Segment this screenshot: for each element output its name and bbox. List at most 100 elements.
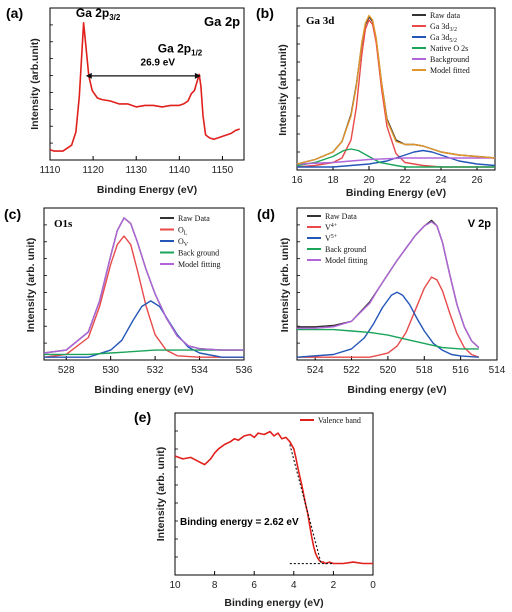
legend-entry: OV: [178, 237, 189, 248]
panel-b-xlabel: Binding Energy (eV): [346, 187, 446, 199]
legend-entry: Background: [430, 55, 469, 64]
legend-entry: Model fitting: [178, 260, 220, 269]
panel-a-chart: (a) 1110 1120 1130 1140 1150 Ga 2p3/2 Ga 2p1/2…: [6, 5, 245, 196]
panel-c-ylabel: Intensity (arb. unit): [25, 238, 37, 333]
legend-entry: Model fitting: [325, 256, 367, 265]
x-tick-label: 530: [102, 365, 119, 376]
legend-entry: Raw data: [430, 11, 460, 20]
series-line-model-fitting: [43, 217, 244, 354]
panel-e-xlabel: Binding energy (eV): [224, 597, 323, 609]
legend-entry: OL: [178, 226, 188, 237]
legend-entry: Back ground: [325, 245, 366, 254]
series-line-o-v: [44, 300, 244, 358]
legend-entry: V4+: [325, 223, 338, 232]
x-tick-label: 24: [435, 175, 447, 186]
series-line-v-4: [297, 276, 480, 358]
legend-entry: Ga 3d5/2: [430, 33, 457, 44]
x-tick-label: 22: [399, 175, 411, 186]
x-tick-label: 1140: [169, 165, 191, 176]
x-tick-label: 1130: [125, 165, 147, 176]
x-tick-label: 10: [169, 580, 181, 591]
series-line-native-o-2s: [296, 148, 495, 168]
x-tick-label: 1150: [212, 165, 234, 176]
panel-e-label: (e): [134, 409, 151, 425]
panel-b-chart: (b) 16 18 20 22 24 26 Raw data Ga 3d3/2Ga 3d5/2…: [256, 5, 496, 199]
legend-entry: Ga 3d3/2: [430, 22, 457, 33]
x-tick-label: 516: [452, 365, 469, 376]
panel-a-ylabel: Intensity (arb.unit): [29, 38, 41, 130]
legend-entry: Native O 2s: [430, 44, 468, 53]
annotation-text: Ga 2p3/2: [76, 6, 121, 22]
legend-entry: Back ground: [178, 249, 219, 258]
x-tick-label: 514: [489, 365, 506, 376]
panel-c-title: O1s: [54, 218, 73, 230]
series-line-ga-3d-3-2: [296, 19, 495, 168]
x-tick-label: 1110: [40, 165, 61, 176]
panel-d-plot: 524 522 520 518 516 514 Raw Data V4+ V5+ Back gro…: [296, 212, 506, 376]
series-line-model-fitted: [296, 14, 496, 165]
panel-e-plot: 10 8 6 4 2 0 Valence band: [169, 416, 376, 591]
x-tick-label: 6: [251, 580, 257, 591]
series-line-v-5: [296, 291, 479, 358]
panel-c-label: (c): [4, 206, 21, 222]
x-tick-label: 522: [343, 365, 360, 376]
panel-b-label: (b): [256, 5, 274, 21]
x-tick-label: 8: [212, 580, 218, 591]
series-line-main: [49, 21, 240, 152]
series-line-o-l: [43, 235, 244, 358]
panel-e-frame: [174, 412, 374, 576]
panel-b-title: Ga 3d: [306, 15, 334, 27]
panel-e-annotation: Binding energy = 2.62 eV: [180, 517, 299, 528]
legend-entry: V5+: [325, 234, 338, 243]
panel-d-frame: [296, 207, 498, 361]
panel-a-xlabel: Binding Energy (eV): [97, 184, 197, 196]
x-tick-label: 16: [291, 175, 303, 186]
annotation-text: 26.9 eV: [141, 58, 176, 69]
legend-entry: Model fitted: [430, 66, 470, 75]
series-line-model-fitting: [297, 221, 480, 349]
panel-c-frame: [43, 207, 245, 361]
annotation-text: Ga 2p1/2: [158, 41, 203, 57]
panel-d-ylabel: Intensity (arb. unit): [279, 238, 291, 333]
series-line-back-ground: [297, 328, 479, 350]
x-tick-label: 524: [307, 365, 324, 376]
panel-d-label: (d): [257, 206, 275, 222]
x-tick-label: 1120: [82, 165, 104, 176]
panel-e-ylabel: Intensity (arb. unit): [155, 447, 167, 542]
series-line-raw-data: [43, 217, 244, 354]
x-tick-label: 534: [191, 365, 208, 376]
panel-e-chart: (e) 10 8 6 4 2 0 Valence band Binding energy (…: [134, 409, 376, 609]
panel-d-xlabel: Binding energy (eV): [347, 384, 446, 396]
x-tick-label: 0: [370, 580, 376, 591]
legend-entry: Raw Data: [178, 214, 210, 223]
tangent-line: [289, 444, 322, 564]
series-line-valence-band: [174, 430, 373, 565]
x-tick-label: 4: [291, 580, 297, 591]
legend-entry: Valence band: [318, 416, 361, 425]
panel-b-ylabel: Intensity (arb.unit): [277, 44, 289, 136]
series-line-background: [296, 157, 495, 165]
legend-entry: Raw Data: [325, 212, 357, 221]
arrow-head-right: [194, 72, 201, 79]
x-tick-label: 26: [471, 175, 483, 186]
x-tick-label: 518: [416, 365, 433, 376]
series-line-ga-3d-5-2: [297, 149, 496, 168]
x-tick-label: 18: [327, 175, 339, 186]
panel-a-frame: [49, 7, 245, 161]
panel-a-title: Ga 2p: [204, 14, 240, 29]
x-tick-label: 520: [380, 365, 397, 376]
panel-a-label: (a): [6, 5, 23, 21]
arrow-head-left: [85, 72, 92, 79]
x-tick-label: 536: [236, 365, 253, 376]
panel-b-plot: 16 18 20 22 24 26 Raw data Ga 3d3/2Ga 3d5/2Nati…: [291, 11, 496, 186]
x-tick-label: 528: [58, 365, 75, 376]
x-tick-label: 20: [363, 175, 375, 186]
panel-b-frame: [296, 7, 496, 171]
x-tick-label: 532: [147, 365, 164, 376]
series-line-back-ground: [44, 349, 244, 356]
panel-d-title: V 2p: [468, 218, 492, 230]
panel-a-plot: 1110 1120 1130 1140 1150 Ga 2p3/2 Ga 2p1/226.9…: [40, 6, 240, 176]
panel-d-chart: (d) 524 522 520 518 516 514 Raw Data V4+ V5+ Back…: [257, 206, 506, 396]
